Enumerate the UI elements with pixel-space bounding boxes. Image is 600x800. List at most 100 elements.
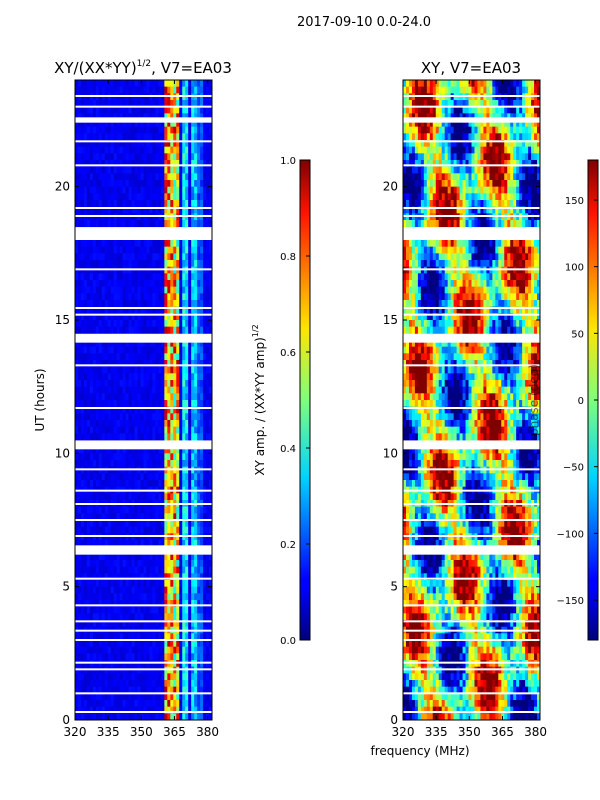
left-heatmap-cell (80, 633, 85, 641)
left-heatmap-cell (77, 253, 82, 261)
left-heatmap-cell (80, 353, 85, 361)
right-heatmap-cell (426, 133, 431, 141)
left-heatmap-cell (179, 193, 183, 201)
left-heatmap-cell (83, 646, 88, 654)
left-heatmap-cell (77, 313, 82, 321)
left-heatmap-cell (146, 273, 150, 281)
left-heatmap-cell (104, 393, 109, 401)
left-heatmap-cell (185, 186, 189, 194)
right-heatmap-cell (495, 113, 499, 121)
left-heatmap-cell (167, 640, 171, 648)
left-heatmap-cell (137, 353, 141, 361)
left-heatmap-cell (164, 366, 168, 374)
left-heatmap-cell (185, 560, 189, 568)
left-heatmap-cell (152, 380, 156, 388)
left-heatmap-cell (161, 200, 165, 208)
left-heatmap-cell (191, 253, 195, 261)
left-heatmap-cell (179, 133, 183, 141)
left-heatmap-cell (131, 133, 135, 141)
right-heatmap-cell (528, 133, 532, 141)
left-heatmap-cell (116, 520, 121, 528)
left-heatmap-cell (146, 646, 150, 654)
left-heatmap-cell (92, 273, 97, 281)
left-heatmap-cell (140, 606, 144, 614)
left-heatmap-cell (119, 413, 124, 421)
left-heatmap-cell (89, 173, 94, 181)
right-heatmap-cell (405, 166, 410, 174)
left-heatmap-cell (206, 120, 210, 128)
right-heatmap-cell (403, 180, 407, 188)
left-heatmap-cell (194, 593, 198, 601)
left-heatmap-flag-line (75, 661, 212, 664)
left-heatmap-cell (119, 353, 124, 361)
left-heatmap-cell (149, 526, 153, 534)
right-heatmap-cell (477, 146, 481, 154)
left-heatmap-cell (75, 160, 79, 168)
left-heatmap-cell (77, 506, 82, 514)
right-heatmap-cell (522, 153, 526, 161)
left-heatmap-cell (146, 300, 150, 308)
right-heatmap-cell (534, 173, 538, 181)
left-heatmap-cell (122, 513, 127, 521)
left-heatmap-cell (188, 253, 192, 261)
left-heatmap-cell (203, 453, 207, 461)
right-heatmap-cell (531, 146, 535, 154)
left-heatmap-cell (110, 460, 115, 468)
left-heatmap-cell (80, 700, 85, 708)
left-heatmap-cell (206, 586, 210, 594)
left-heatmap-cell (75, 246, 79, 254)
right-heatmap-cell (504, 140, 508, 148)
left-heatmap-cell (110, 133, 115, 141)
left-heatmap-cell (179, 453, 183, 461)
left-heatmap-cell (122, 260, 127, 268)
left-heatmap-cell (155, 286, 159, 294)
left-heatmap-cell (152, 433, 156, 441)
left-heatmap-cell (131, 446, 135, 454)
left-heatmap-cell (161, 353, 165, 361)
left-heatmap-cell (101, 393, 106, 401)
left-heatmap-cell (146, 206, 150, 214)
left-heatmap-cell (197, 606, 201, 614)
right-heatmap-cell (450, 140, 455, 148)
left-heatmap-cell (128, 633, 132, 641)
left-heatmap-cell (161, 633, 165, 641)
left-heatmap-cell (200, 193, 204, 201)
left-heatmap-cell (107, 426, 112, 434)
left-heatmap-cell (119, 700, 124, 708)
right-heatmap-cell (486, 140, 490, 148)
left-heatmap-cell (101, 420, 106, 428)
left-heatmap-cell (149, 653, 153, 661)
left-heatmap-cell (113, 86, 118, 94)
left-heatmap-cell (140, 686, 144, 694)
left-heatmap-cell (206, 353, 210, 361)
left-heatmap-cell (185, 120, 189, 128)
left-heatmap-cell (107, 166, 112, 174)
right-heatmap-cell (489, 133, 493, 141)
left-heatmap-cell (86, 373, 91, 381)
left-heatmap-cell (191, 646, 195, 654)
left-heatmap-cell (185, 286, 189, 294)
left-heatmap-cell (134, 286, 138, 294)
left-heatmap-cell (152, 200, 156, 208)
left-heatmap-cell (188, 433, 192, 441)
left-heatmap-cell (158, 380, 162, 388)
left-heatmap-cell (122, 140, 127, 148)
right-heatmap-cell (462, 126, 466, 134)
left-heatmap-cell (110, 246, 115, 254)
left-heatmap-cell (116, 700, 121, 708)
left-heatmap-cell (152, 526, 156, 534)
left-heatmap-cell (188, 646, 192, 654)
left-heatmap-cell (89, 540, 94, 548)
left-xtick-label: 380 (196, 725, 219, 739)
left-heatmap-cell (143, 173, 147, 181)
right-heatmap-cell (492, 126, 496, 134)
left-heatmap-cell (203, 86, 207, 94)
left-heatmap-cell (75, 186, 79, 194)
left-heatmap-cell (197, 493, 201, 501)
right-heatmap-cell (489, 100, 493, 108)
left-heatmap-cell (152, 520, 156, 528)
left-heatmap-cell (170, 220, 174, 228)
left-heatmap-cell (116, 346, 121, 354)
left-heatmap-cell (146, 686, 150, 694)
left-heatmap-cell (158, 393, 162, 401)
